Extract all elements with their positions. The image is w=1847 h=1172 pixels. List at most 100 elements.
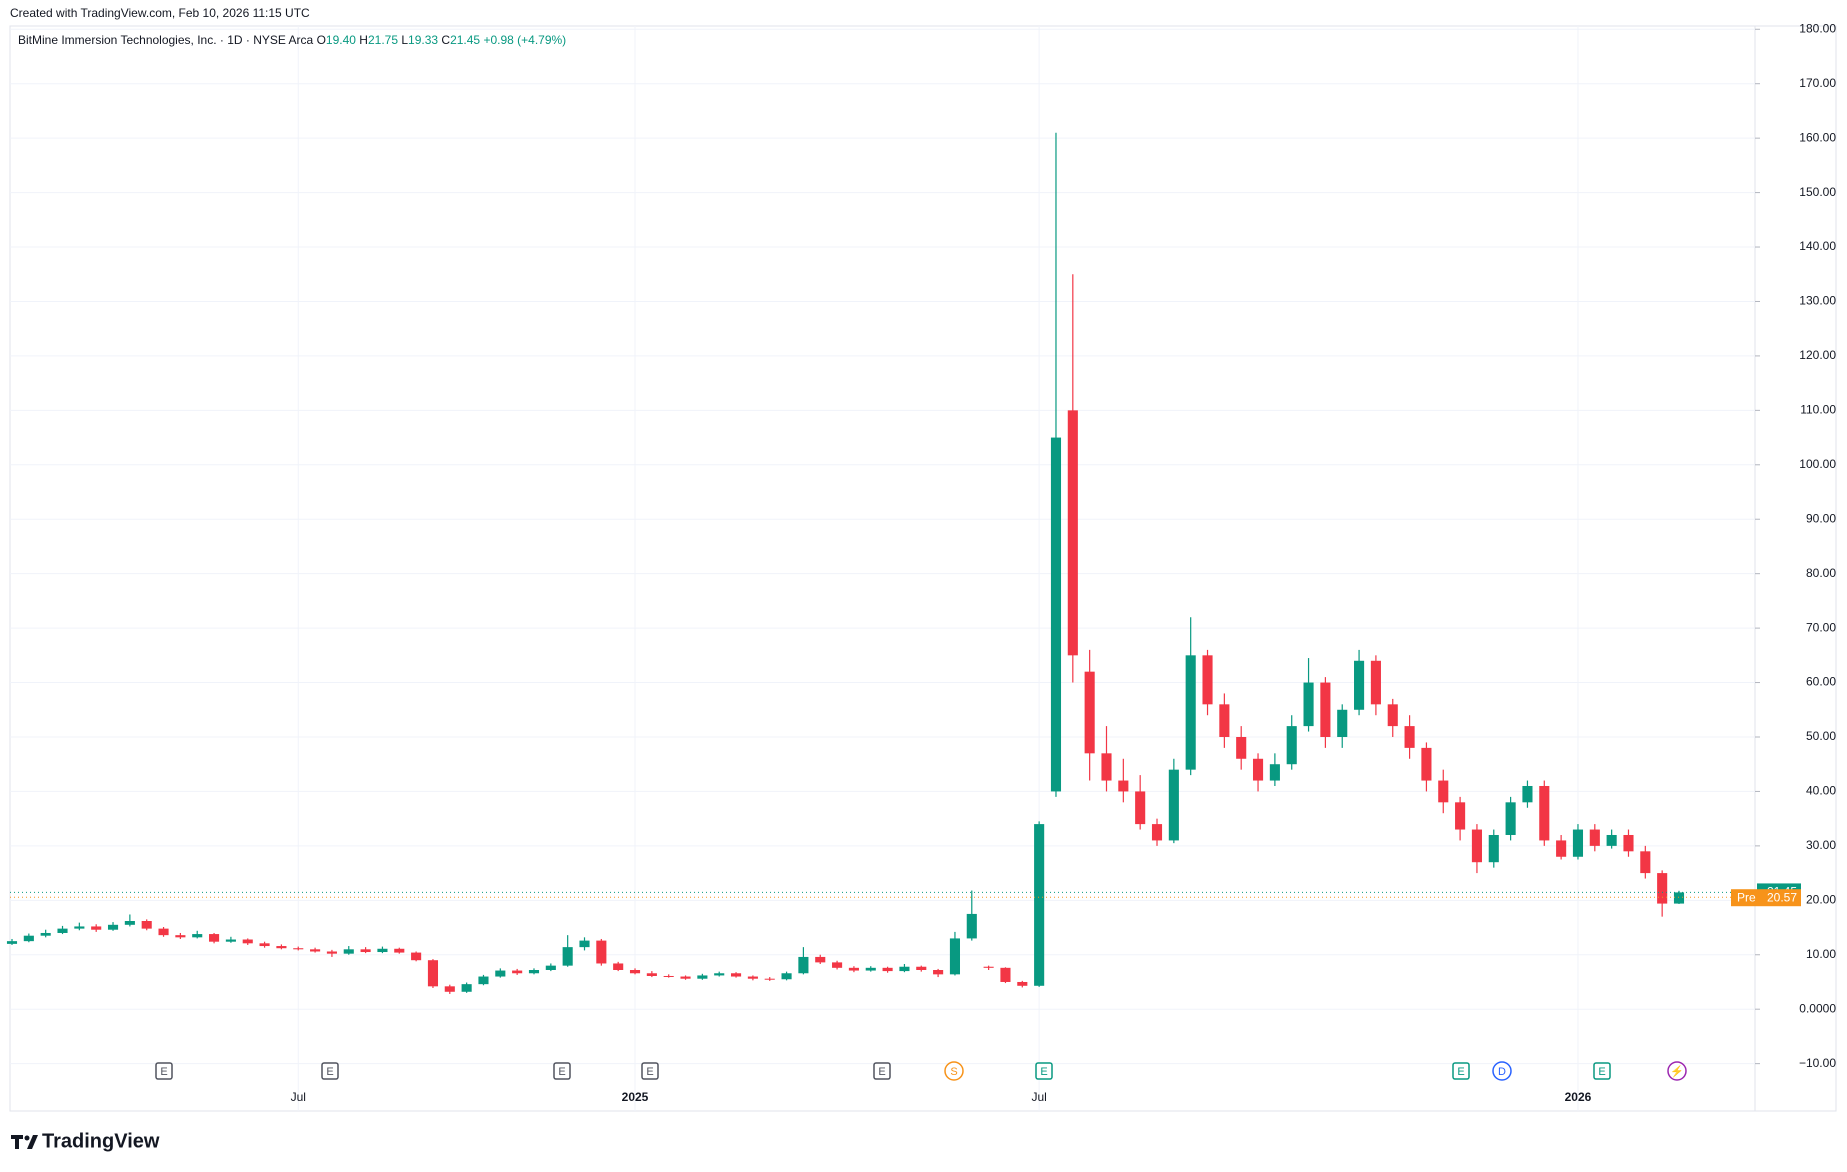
event-icon: [1593, 1062, 1611, 1080]
candle-body: [343, 949, 354, 954]
candle-body: [949, 938, 961, 975]
pane-border: [9, 25, 1837, 1112]
legend-item: C: [441, 33, 450, 47]
y-tick-label: 20.00: [1806, 892, 1836, 906]
candle-body: [23, 935, 34, 942]
candle-body: [596, 940, 607, 964]
event-icon: [873, 1062, 891, 1080]
candle-body: [747, 976, 758, 979]
x-tick-label: Jul: [291, 1090, 306, 1104]
legend-item: L: [401, 33, 408, 47]
candle-body: [1488, 834, 1499, 863]
candle-body: [1337, 709, 1348, 737]
y-tick-label: 80.00: [1806, 566, 1836, 580]
candle-body: [1135, 791, 1146, 825]
candle-body: [1252, 758, 1264, 781]
candle-body: [764, 978, 775, 980]
candle-body: [579, 940, 590, 948]
candle-body: [1067, 410, 1078, 656]
candle-body: [57, 928, 68, 933]
candle-body: [225, 939, 236, 942]
candle-body: [1286, 726, 1297, 765]
event-icon: [553, 1062, 571, 1080]
candle-body: [983, 966, 994, 968]
x-tick-label: Jul: [1031, 1090, 1046, 1104]
candle-body: [1657, 873, 1668, 904]
candle-body: [1000, 967, 1011, 982]
y-tick-label: 0.0000: [1799, 1001, 1836, 1015]
y-tick-label: 10.00: [1806, 947, 1836, 961]
candle-body: [1673, 892, 1685, 904]
candle-body: [798, 956, 809, 974]
candle-body: [1354, 660, 1365, 710]
candle-body: [1269, 764, 1280, 781]
candle-body: [6, 941, 18, 944]
event-label: E: [326, 1066, 333, 1078]
candle-body: [377, 948, 388, 953]
candle-body: [1539, 785, 1550, 841]
event-label: E: [558, 1066, 565, 1078]
candle-body: [1151, 824, 1163, 841]
candle-body: [411, 952, 422, 961]
candle-body: [293, 948, 304, 950]
candle-body: [1101, 753, 1112, 781]
candle-body: [259, 943, 270, 947]
legend-item: 19.33: [408, 33, 438, 47]
event-icon: [1035, 1062, 1053, 1080]
candle-body: [1118, 780, 1129, 792]
candle-body: [663, 975, 674, 977]
y-tick-label: 110.00: [1800, 403, 1836, 417]
event-label: E: [160, 1066, 167, 1078]
candle-body: [865, 967, 876, 971]
candle-body: [646, 973, 657, 976]
candle-body: [933, 969, 944, 975]
pre-price-label: 20.57: [1767, 890, 1797, 904]
candle-body: [1303, 682, 1314, 727]
candle-body: [107, 924, 119, 930]
candle-body: [1185, 655, 1196, 770]
candle-body: [1438, 780, 1449, 803]
y-tick-label: 180.00: [1799, 21, 1836, 35]
legend-item: BitMine Immersion Technologies, Inc. · 1…: [18, 33, 314, 47]
candle-body: [192, 934, 203, 938]
candle-body: [1572, 829, 1584, 857]
candle-body: [1623, 834, 1634, 852]
logo: TradingView: [42, 1130, 160, 1152]
y-tick-label: 150.00: [1799, 185, 1836, 199]
candle-body: [899, 966, 910, 972]
y-tick-label: 140.00: [1799, 239, 1836, 253]
event-label: D: [1498, 1066, 1506, 1078]
y-tick-label: −10.00: [1799, 1056, 1836, 1070]
candle-body: [545, 965, 556, 970]
candle-body: [158, 928, 169, 936]
candle-body: [209, 934, 220, 942]
candle-body: [360, 949, 371, 953]
y-tick-label: 90.00: [1806, 511, 1836, 525]
candle-body: [1589, 829, 1600, 846]
candle-body: [1084, 671, 1095, 754]
candle-body: [562, 947, 573, 966]
candle-body: [832, 962, 843, 968]
candle-body: [478, 976, 489, 985]
candle-body: [175, 935, 186, 938]
logo-mark: [11, 1135, 38, 1149]
event-icon: [1452, 1062, 1470, 1080]
candle-body: [966, 913, 977, 939]
x-tick-label: 2026: [1565, 1090, 1592, 1104]
candle-body: [124, 921, 135, 925]
event-label: S: [950, 1066, 957, 1078]
candle-body: [916, 966, 927, 970]
candle-body: [1505, 802, 1516, 835]
legend-item: +0.98 (+4.79%): [483, 33, 566, 47]
candle-body: [1236, 736, 1247, 759]
candle-body: [427, 960, 439, 987]
event-label: E: [1040, 1066, 1047, 1078]
y-tick-label: 120.00: [1799, 348, 1836, 362]
legend-item: 21.75: [368, 33, 398, 47]
event-icon: [155, 1062, 173, 1080]
candle-body: [495, 970, 506, 977]
candle-body: [815, 956, 826, 963]
pre-price-box: [1731, 889, 1801, 907]
event-label: E: [1598, 1066, 1605, 1078]
candle-body: [1606, 834, 1617, 846]
